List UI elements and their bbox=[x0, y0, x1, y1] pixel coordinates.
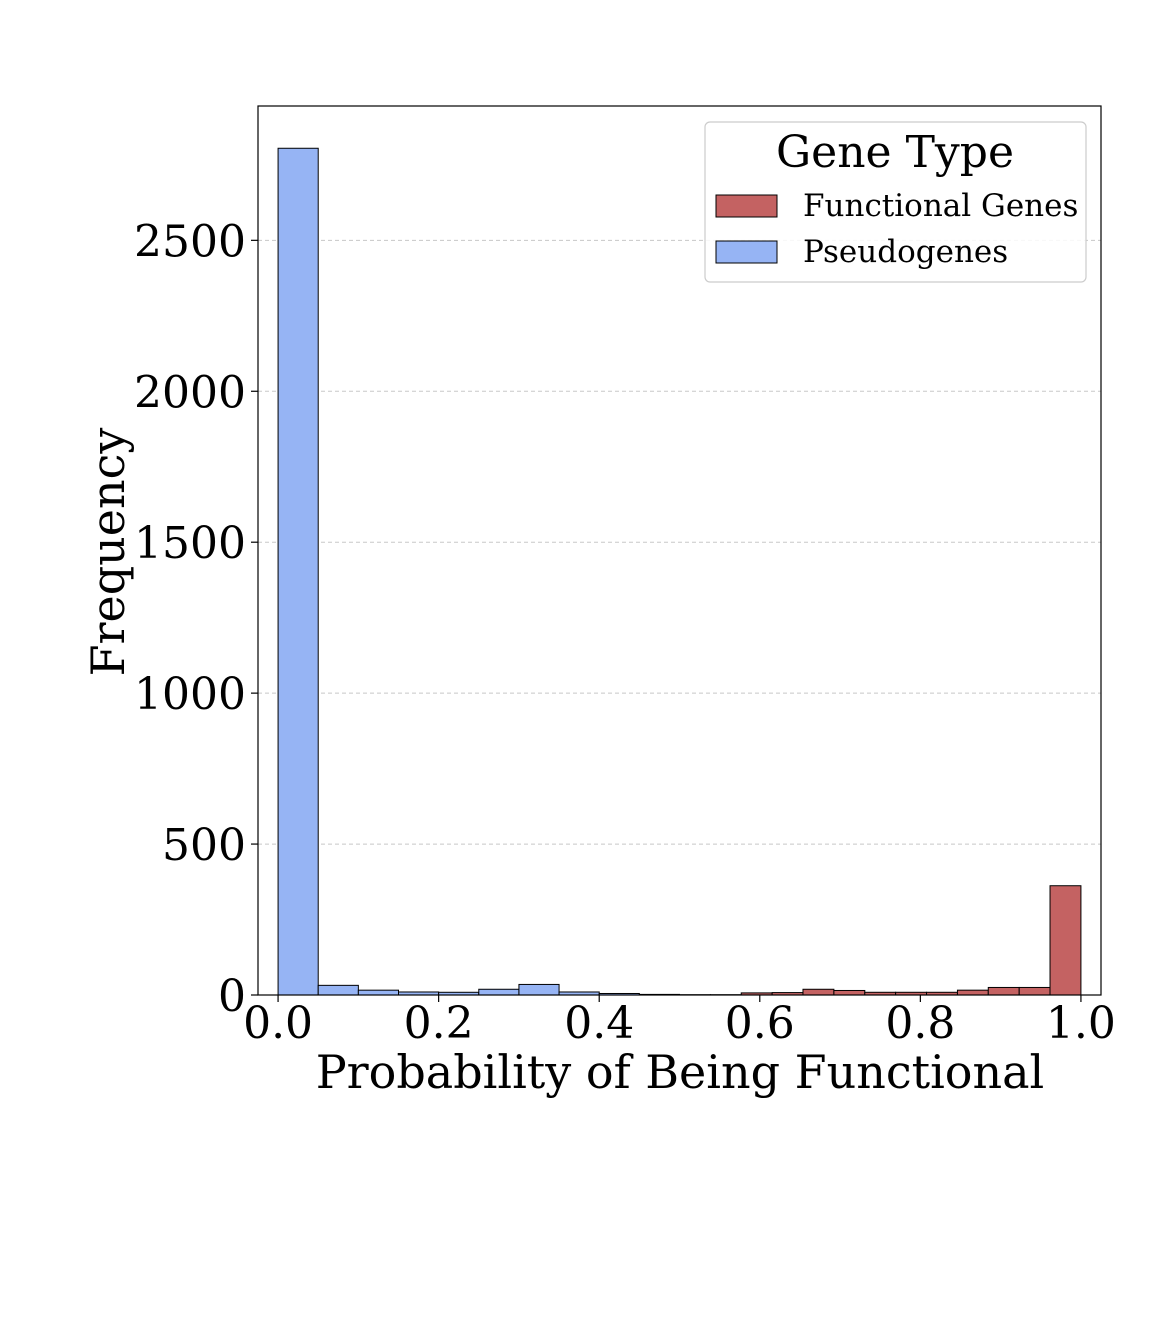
x-tick-label: 0.8 bbox=[885, 998, 955, 1049]
y-tick-label: 0 bbox=[218, 971, 246, 1022]
bar-pseudogenes-2 bbox=[357, 989, 400, 996]
bar-pseudogenes-0 bbox=[277, 147, 319, 996]
legend-label-pseudogenes: Pseudogenes bbox=[803, 234, 1008, 270]
legend-label-functional-genes: Functional Genes bbox=[803, 188, 1078, 224]
y-tick-label: 1500 bbox=[134, 518, 246, 569]
y-tick-label: 2000 bbox=[134, 367, 246, 418]
legend-title: Gene Type bbox=[776, 127, 1014, 178]
y-tick-label: 500 bbox=[162, 820, 246, 871]
bar-functional-genes-4 bbox=[802, 988, 835, 996]
x-tick-label: 1.0 bbox=[1046, 998, 1116, 1049]
y-axis: 0 500 1000 1500 2000 2500 bbox=[134, 216, 258, 1022]
y-tick-label: 2500 bbox=[134, 216, 246, 267]
y-axis-label: Frequency bbox=[81, 428, 135, 677]
bar-pseudogenes-5 bbox=[478, 988, 520, 996]
legend-box bbox=[704, 121, 1087, 283]
x-tick-label: 0.4 bbox=[564, 998, 634, 1049]
bar-pseudogenes-1 bbox=[317, 984, 359, 996]
bar-functional-genes-5 bbox=[833, 989, 866, 996]
bar-functional-genes-9 bbox=[956, 989, 989, 996]
legend-swatch-functional-genes bbox=[715, 194, 778, 218]
bar-functional-genes-12 bbox=[1049, 885, 1082, 996]
x-tick-label: 0.6 bbox=[725, 998, 795, 1049]
grid-lines bbox=[258, 239, 1101, 845]
x-axis-label: Probability of Being Functional bbox=[316, 1045, 1045, 1099]
x-tick-label: 0.0 bbox=[243, 998, 313, 1049]
bar-pseudogenes-6 bbox=[518, 983, 560, 996]
y-tick-label: 1000 bbox=[134, 669, 246, 720]
x-tick-label: 0.2 bbox=[404, 998, 474, 1049]
bar-functional-genes-10 bbox=[987, 986, 1020, 996]
x-axis: 0.0 0.2 0.4 0.6 0.8 1.0 bbox=[243, 995, 1116, 1049]
plot-frame bbox=[257, 105, 1102, 996]
legend: Gene Type Functional Genes Pseudogenes bbox=[704, 121, 1087, 283]
bar-functional-genes-11 bbox=[1018, 986, 1051, 996]
legend-swatch-pseudogenes bbox=[715, 240, 778, 264]
